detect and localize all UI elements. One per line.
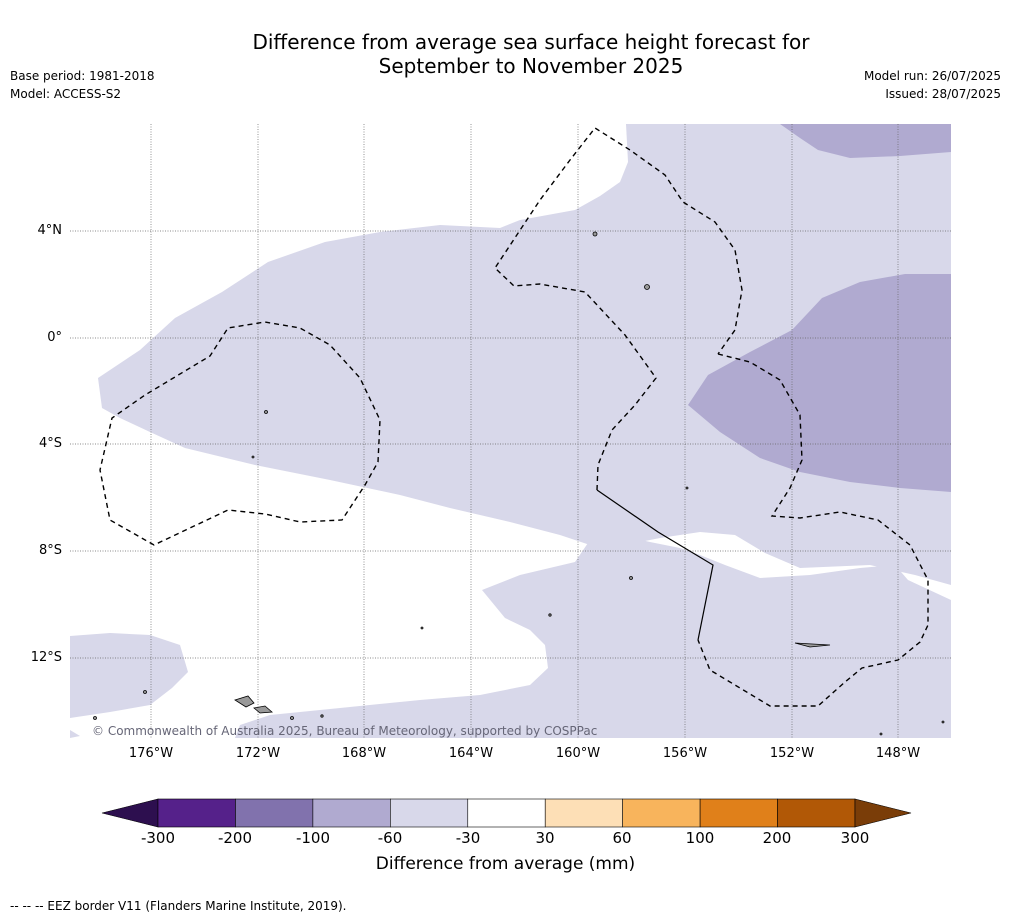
colorbar-tick-6: 30 — [535, 829, 555, 847]
colorbar-tick-7: 60 — [612, 829, 632, 847]
colorbar-tick-10: 300 — [840, 829, 870, 847]
colorbar-tick-9: 200 — [762, 829, 792, 847]
lon-label-152w: 152°W — [769, 746, 815, 761]
island-dot-8 — [290, 716, 294, 720]
samoa-island-2 — [253, 705, 273, 714]
colorbar-label: Difference from average (mm) — [375, 854, 636, 874]
colorbar-tick-8: 100 — [685, 829, 715, 847]
eez-border-east — [697, 353, 929, 707]
colorbar-tick-1: -300 — [140, 829, 176, 847]
lon-label-176w: 176°W — [128, 746, 174, 761]
colorbar-bin — [157, 798, 236, 828]
anomaly-region-medium-northeast — [780, 124, 951, 158]
colorbar-tick-4: -60 — [377, 829, 403, 847]
chart-title: Difference from average sea surface heig… — [0, 30, 1011, 78]
island-dot-4 — [629, 576, 633, 580]
boundary-solid — [596, 489, 714, 641]
gridlines — [70, 124, 951, 738]
anomaly-region-light-corner — [70, 730, 80, 738]
colorbar-bin — [544, 798, 623, 828]
island-dot-9 — [320, 714, 324, 718]
lon-label-164w: 164°W — [448, 746, 494, 761]
eez-footnote: -- -- -- EEZ border V11 (Flanders Marine… — [10, 899, 347, 913]
colorbar-bin — [622, 798, 701, 828]
island-dot-6 — [548, 613, 552, 617]
colorbar-extension-high — [854, 798, 912, 828]
base-period-text: Base period: 1981-2018 — [10, 69, 155, 83]
lat-label-0: 0° — [47, 330, 62, 345]
island-dot-2 — [644, 284, 650, 290]
lon-label-168w: 168°W — [341, 746, 387, 761]
colorbar-extension-low — [101, 798, 159, 828]
eez-border-west — [99, 321, 381, 546]
lon-label-160w: 160°W — [555, 746, 601, 761]
title-line-2: September to November 2025 — [378, 54, 684, 78]
eez-borders — [99, 127, 929, 707]
colorbar-tick-5: -30 — [455, 829, 481, 847]
title-line-1: Difference from average sea surface heig… — [252, 30, 810, 54]
anomaly-region-medium-east — [688, 274, 951, 492]
island-reef-1 — [794, 642, 831, 648]
island-dot-14 — [941, 720, 945, 724]
lon-label-172w: 172°W — [235, 746, 281, 761]
lat-label-12s: 12°S — [30, 650, 62, 665]
colorbar-bins — [157, 798, 856, 828]
island-dot-10 — [420, 626, 424, 630]
model-run-text: Model run: 26/07/2025 — [863, 69, 1001, 83]
meta-right: Model run: 26/07/2025 Issued: 28/07/2025 — [864, 67, 1001, 103]
lat-label-4s: 4°S — [38, 436, 62, 451]
colorbar-bin — [777, 798, 856, 828]
colorbar-tick-3: -100 — [295, 829, 331, 847]
islands — [93, 231, 945, 736]
island-dot-1 — [592, 231, 598, 237]
lat-label-4n: 4°N — [37, 223, 63, 238]
eez-border-central — [494, 127, 743, 491]
island-dot-11 — [251, 455, 255, 459]
island-dot-12 — [685, 486, 689, 490]
colorbar-bin — [467, 798, 546, 828]
anomaly-region-light-southwest — [70, 633, 188, 718]
island-dot-13 — [879, 732, 883, 736]
colorbar-bin — [235, 798, 314, 828]
copyright-text: © Commonwealth of Australia 2025, Bureau… — [92, 724, 598, 738]
island-dot-7 — [93, 716, 97, 720]
colorbar — [101, 798, 912, 828]
anomaly-region-light-south — [235, 535, 951, 738]
colorbar-tick-2: -200 — [217, 829, 253, 847]
colorbar-bin — [390, 798, 469, 828]
colorbar-bin — [699, 798, 778, 828]
anomaly-region-light-main — [98, 124, 951, 585]
lat-label-8s: 8°S — [38, 543, 62, 558]
issued-text: Issued: 28/07/2025 — [885, 87, 1001, 101]
meta-left: Base period: 1981-2018 Model: ACCESS-S2 — [10, 67, 155, 103]
island-dot-5 — [143, 690, 147, 694]
samoa-island-1 — [234, 695, 255, 708]
lon-label-148w: 148°W — [875, 746, 921, 761]
lon-label-156w: 156°W — [662, 746, 708, 761]
model-text: Model: ACCESS-S2 — [10, 87, 122, 101]
colorbar-bin — [312, 798, 391, 828]
island-dot-3 — [264, 410, 268, 414]
